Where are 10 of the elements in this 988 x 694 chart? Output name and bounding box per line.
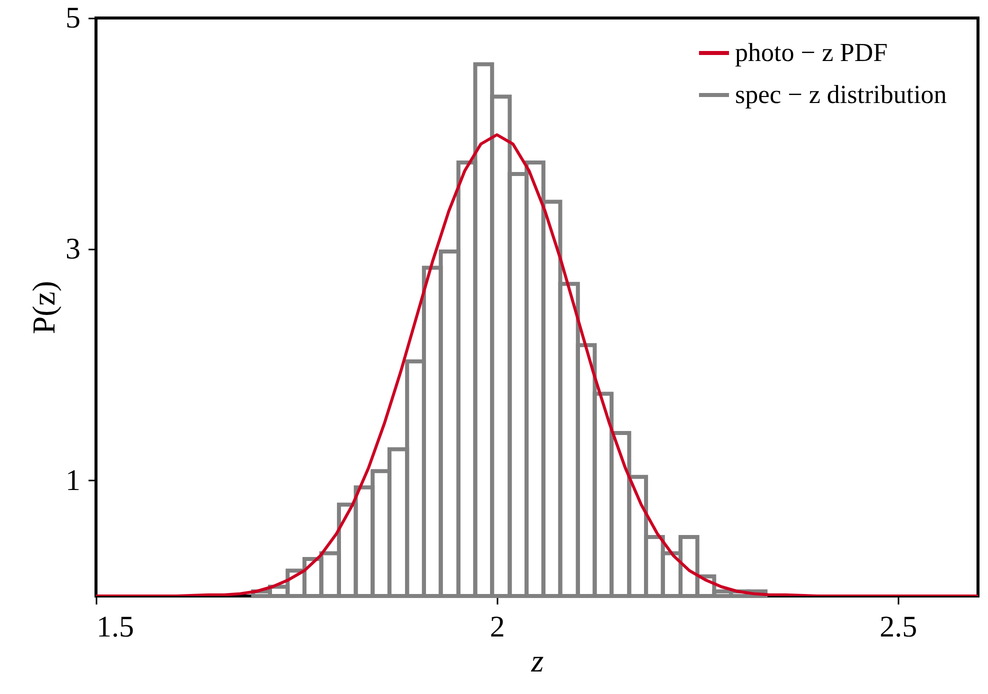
y-tick-label: 1 [66,464,80,497]
x-tick-label: 2.5 [880,610,918,644]
x-tick-label: 2 [490,610,505,644]
legend-label: spec − z distribution [735,80,947,109]
legend-label: photo − z PDF [735,38,888,67]
x-tick-label: 1.5 [96,610,134,644]
y-axis-title: P(z) [26,280,62,334]
y-tick-label: 3 [66,232,80,266]
y-tick-label: 5 [66,2,80,34]
x-axis-title: z [530,642,544,678]
